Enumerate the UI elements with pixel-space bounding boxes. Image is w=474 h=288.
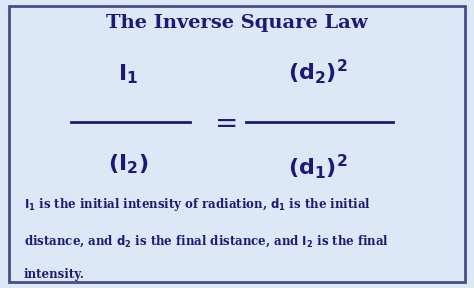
- Text: $=$: $=$: [209, 109, 237, 136]
- Text: $\mathbf{(d_1)^2}$: $\mathbf{(d_1)^2}$: [288, 153, 347, 181]
- FancyBboxPatch shape: [9, 6, 465, 282]
- Text: $\mathbf{I_1}$: $\mathbf{I_1}$: [118, 63, 138, 86]
- Text: distance, and $\mathbf{d_2}$ is the final distance, and $\mathbf{I_2}$ is the fi: distance, and $\mathbf{d_2}$ is the fina…: [24, 233, 389, 249]
- Text: $\mathbf{I_1}$ is the initial intensity of radiation, $\mathbf{d_1}$ is the init: $\mathbf{I_1}$ is the initial intensity …: [24, 196, 371, 213]
- Text: The Inverse Square Law: The Inverse Square Law: [106, 14, 368, 33]
- Text: $\mathbf{(I_2)}$: $\mathbf{(I_2)}$: [108, 153, 148, 176]
- Text: intensity.: intensity.: [24, 268, 84, 281]
- Text: $\mathbf{(d_2)^2}$: $\mathbf{(d_2)^2}$: [288, 58, 347, 86]
